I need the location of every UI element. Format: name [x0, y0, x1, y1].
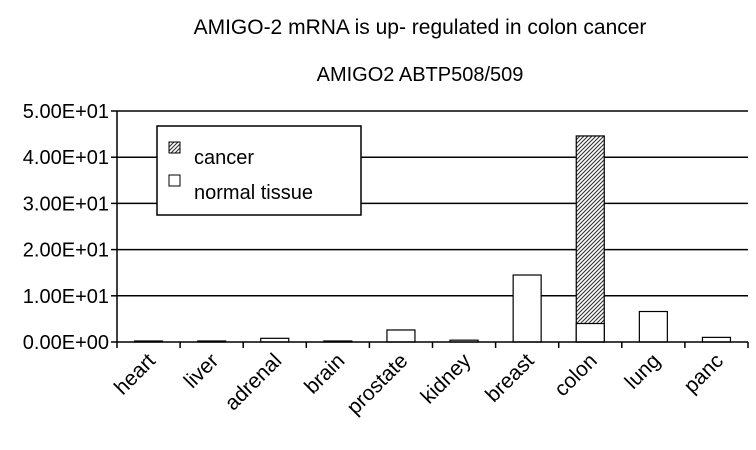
y-tick-label: 0.00E+00: [23, 332, 109, 354]
chart-subtitle: AMIGO2 ABTP508/509: [317, 64, 524, 86]
x-tick-label-adrenal: adrenal: [220, 349, 286, 415]
x-tick-label-breast: breast: [481, 349, 539, 407]
y-tick-label: 2.00E+01: [23, 240, 109, 262]
x-tick-label-prostate: prostate: [343, 349, 413, 419]
x-tick-label-kidney: kidney: [416, 349, 476, 409]
y-axis-ticks: 0.00E+00 1.00E+01 2.00E+01 3.00E+01 4.00E+01…: [23, 101, 117, 354]
legend-label-cancer: cancer: [194, 147, 254, 169]
x-tick-label-liver: liver: [180, 349, 223, 392]
x-axis-labels: heart liveradrenal brainprostatekidneybrea…: [110, 342, 748, 419]
legend-swatch-normal-tissue: [169, 175, 180, 186]
x-tick-label-colon: colon: [550, 349, 602, 401]
bar-normal-tissue-lung: [639, 312, 667, 342]
y-tick-label: 1.00E+01: [23, 286, 109, 308]
bar-cancer-colon: [576, 136, 604, 342]
y-tick-label: 3.00E+01: [23, 193, 109, 215]
legend: cancer normal tissue: [157, 126, 361, 215]
x-tick-label-lung: lung: [621, 349, 665, 393]
legend-label-normal-tissue: normal tissue: [194, 182, 313, 204]
y-tick-label: 4.00E+01: [23, 147, 109, 169]
legend-swatch-cancer: [169, 142, 180, 153]
y-tick-label: 5.00E+01: [23, 101, 109, 123]
x-tick-label-brain: brain: [300, 349, 349, 398]
bar-normal-tissue-colon: [576, 324, 604, 342]
chart-title: AMIGO-2 mRNA is up- regulated in colon c…: [194, 16, 647, 39]
bar-normal-tissue-breast: [513, 275, 541, 342]
bar-normal-tissue-prostate: [387, 330, 415, 342]
x-tick-label-panc: panc: [680, 349, 728, 397]
x-tick-label-heart: heart: [110, 349, 160, 399]
